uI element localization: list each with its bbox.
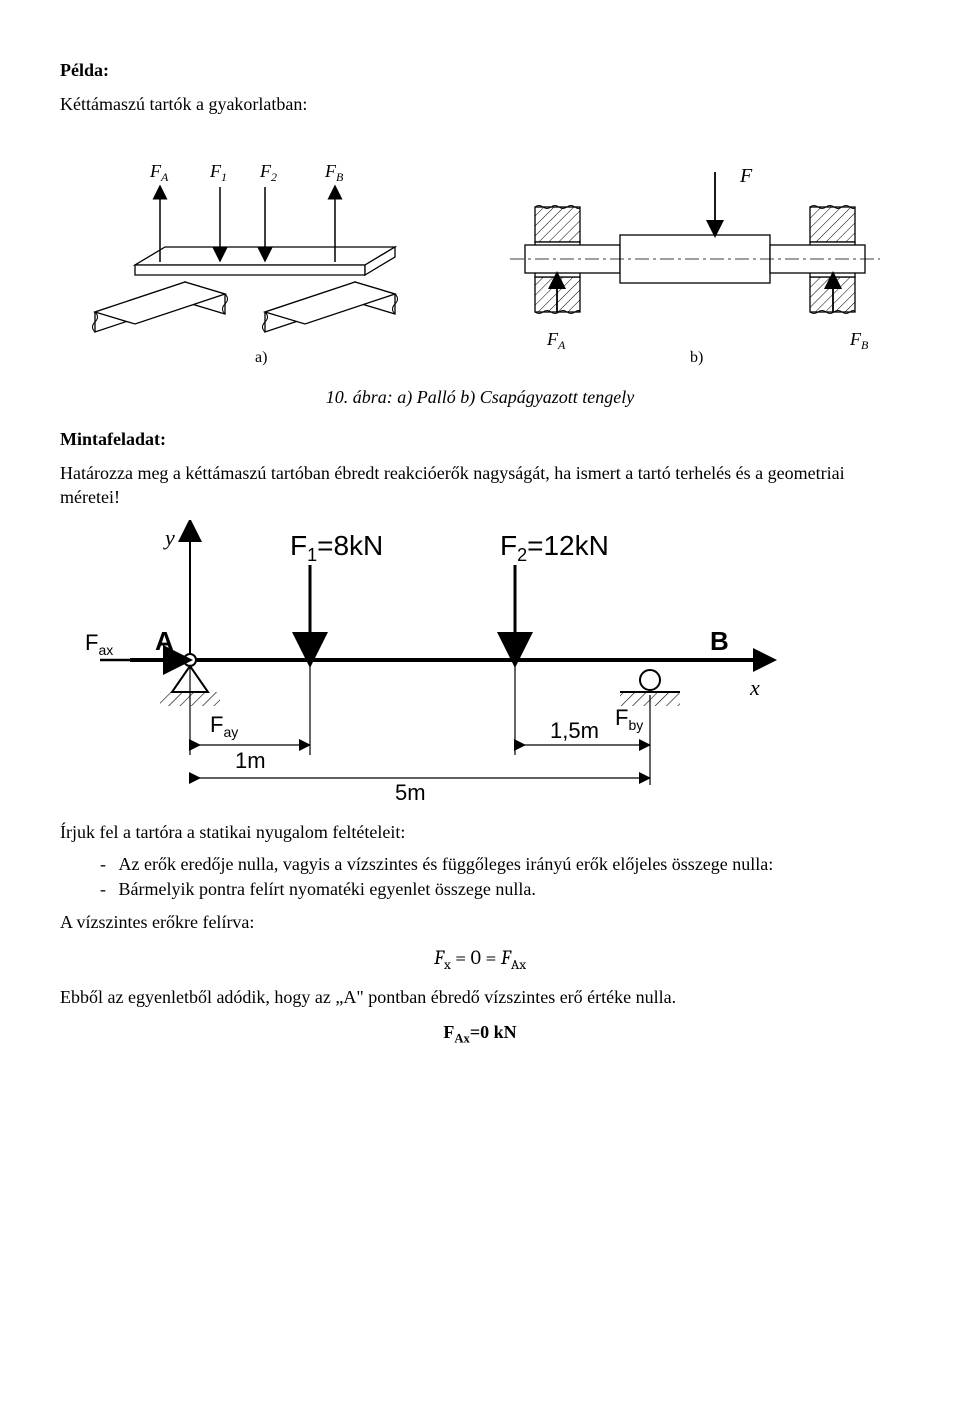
svg-text:F1=8kN: F1=8kN <box>290 530 383 565</box>
svg-text:F2=12kN: F2=12kN <box>500 530 609 565</box>
svg-text:B: B <box>710 626 729 656</box>
figure-b-svg: F FA FB b) <box>495 137 895 367</box>
heading-pelda: Példa: <box>60 58 900 82</box>
fig-b-letter: b) <box>690 349 703 366</box>
svg-text:Fax: Fax <box>85 630 113 658</box>
result: FAx=0 kN <box>60 1020 900 1048</box>
figure-row-1: FA F1 F2 FB a) <box>60 137 900 367</box>
conclusion-text: Ebből az egyenletből adódik, hogy az „A"… <box>60 985 900 1009</box>
svg-text:y: y <box>163 525 175 550</box>
svg-text:Fay: Fay <box>210 712 238 740</box>
svg-text:x: x <box>749 675 760 700</box>
fig-a-letter: a) <box>255 349 267 366</box>
svg-text:F2: F2 <box>259 161 277 184</box>
equation: Fx = 0 = FAx <box>60 944 900 975</box>
figure-caption: 10. ábra: a) Palló b) Csapágyazott tenge… <box>60 385 900 409</box>
figure-b-container: F FA FB b) <box>490 137 900 367</box>
figure-a-svg: FA F1 F2 FB a) <box>65 137 465 367</box>
conditions-intro: Írjuk fel a tartóra a statikai nyugalom … <box>60 820 900 844</box>
svg-text:F: F <box>739 165 753 187</box>
conditions-list: Az erők eredője nulla, vagyis a vízszint… <box>60 854 900 900</box>
mintafeladat-heading: Mintafeladat: <box>60 427 900 451</box>
svg-text:5m: 5m <box>395 780 426 805</box>
bullet-2: Bármelyik pontra felírt nyomatéki egyenl… <box>100 879 900 900</box>
svg-text:FA: FA <box>149 161 169 184</box>
svg-text:Fby: Fby <box>615 705 643 733</box>
figure-3-svg: y x A B Fax Fay Fby F1=8kN F2=12kN 1m <box>60 520 780 810</box>
svg-text:1,5m: 1,5m <box>550 718 599 743</box>
svg-text:A: A <box>155 626 174 656</box>
figure-a-container: FA F1 F2 FB a) <box>60 137 470 367</box>
horiz-forces-text: A vízszintes erőkre felírva: <box>60 910 900 934</box>
svg-text:F1: F1 <box>209 161 227 184</box>
svg-text:FB: FB <box>324 161 344 184</box>
task-text: Határozza meg a kéttámaszú tartóban ébre… <box>60 461 900 510</box>
intro-text: Kéttámaszú tartók a gyakorlatban: <box>60 92 900 116</box>
bullet-1: Az erők eredője nulla, vagyis a vízszint… <box>100 854 900 875</box>
svg-text:FB: FB <box>849 329 869 352</box>
svg-text:FA: FA <box>546 329 566 352</box>
figure-3-container: y x A B Fax Fay Fby F1=8kN F2=12kN 1m <box>60 520 900 810</box>
svg-text:1m: 1m <box>235 748 266 773</box>
